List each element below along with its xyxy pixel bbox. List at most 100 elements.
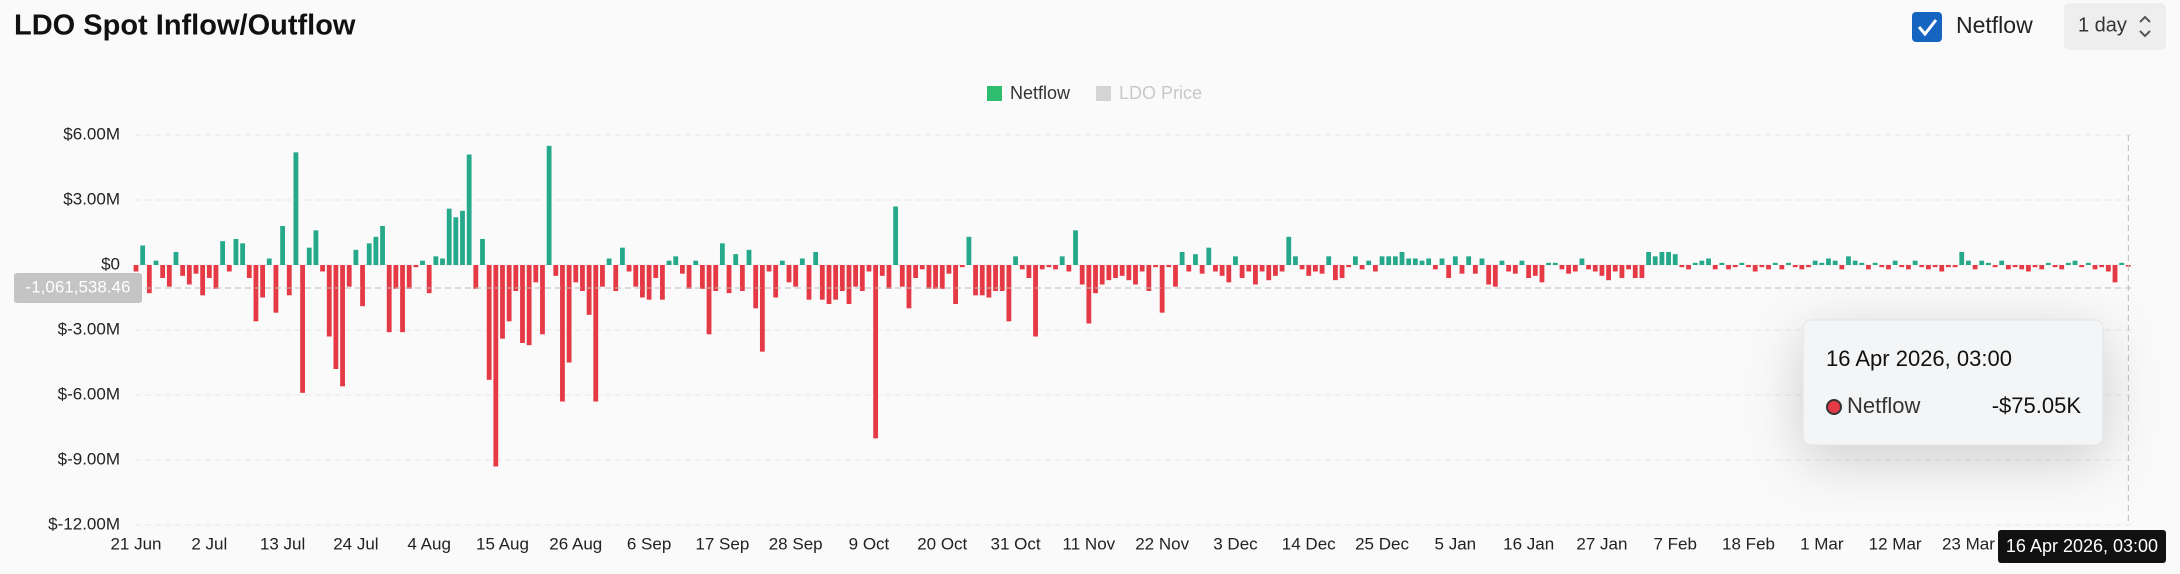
legend-swatch[interactable] xyxy=(1096,86,1112,101)
bar xyxy=(1406,258,1412,265)
bars xyxy=(133,145,2131,467)
bar xyxy=(1059,256,1065,265)
bar xyxy=(1446,265,1452,278)
bar xyxy=(426,265,432,294)
bar xyxy=(313,230,319,265)
bar xyxy=(1053,265,1058,270)
bar xyxy=(1592,265,1598,272)
bar xyxy=(733,254,739,265)
bar xyxy=(719,243,725,265)
bar xyxy=(553,265,559,276)
x-tick-label: 11 Nov xyxy=(1063,534,1116,553)
bar xyxy=(1039,265,1045,270)
bar xyxy=(913,265,919,278)
interval-dropdown[interactable]: 1 day xyxy=(2064,3,2166,50)
bar xyxy=(306,247,312,265)
bar xyxy=(406,265,412,289)
bar xyxy=(2092,265,2098,270)
bar xyxy=(500,265,505,339)
netflow-toggle[interactable]: Netflow xyxy=(1912,12,2033,42)
x-tick-label: 4 Aug xyxy=(407,534,451,553)
bar xyxy=(1293,256,1298,265)
bar xyxy=(233,239,239,265)
bar xyxy=(1812,260,1818,265)
legend-label[interactable]: LDO Price xyxy=(1119,83,1202,103)
dropdown-box[interactable] xyxy=(2064,3,2166,50)
x-tick-label: 27 Jan xyxy=(1576,534,1627,553)
bar xyxy=(580,265,585,291)
bar xyxy=(939,265,945,289)
bar xyxy=(1639,265,1645,278)
bar xyxy=(646,265,652,300)
bar xyxy=(1772,262,1778,265)
bar xyxy=(193,265,199,274)
bar xyxy=(273,265,279,313)
x-tick-label: 14 Dec xyxy=(1282,534,1336,553)
bar xyxy=(446,208,452,265)
bar xyxy=(1233,256,1238,265)
bar xyxy=(1646,252,1651,265)
legend-label[interactable]: Netflow xyxy=(1010,83,1071,103)
bar xyxy=(853,265,859,287)
bar xyxy=(1033,265,1038,337)
bar xyxy=(1133,265,1138,285)
bar xyxy=(1752,265,1758,272)
x-tick-label: 18 Feb xyxy=(1722,534,1775,553)
checkmark xyxy=(1917,19,1938,37)
bar xyxy=(513,265,519,291)
bar xyxy=(260,265,266,298)
bar xyxy=(1526,265,1532,278)
bar xyxy=(1286,236,1292,265)
bar xyxy=(1692,262,1698,265)
bar xyxy=(660,265,665,300)
bar xyxy=(153,260,159,265)
bar xyxy=(773,265,779,298)
bar xyxy=(146,265,152,294)
legend-swatch[interactable] xyxy=(987,86,1002,101)
bar xyxy=(226,265,232,272)
bar xyxy=(213,265,219,289)
x-tick-label: 12 Mar xyxy=(1869,534,1922,553)
axes: $-12.00M $-9.00M $-6.00M $-3.00M $0 $3.00M $6.… xyxy=(48,124,1995,553)
bar xyxy=(2072,260,2078,265)
checkbox[interactable] xyxy=(1912,12,1942,42)
bar xyxy=(1186,265,1192,272)
bar xyxy=(1106,265,1112,281)
bar xyxy=(280,226,285,265)
bar xyxy=(2112,265,2118,283)
bar xyxy=(600,265,605,287)
bar xyxy=(1319,265,1325,274)
bar xyxy=(460,210,465,265)
bar xyxy=(393,265,399,289)
bar xyxy=(1872,262,1878,265)
bar xyxy=(1519,260,1525,265)
bar xyxy=(1612,265,1618,272)
x-tick-label: 6 Sep xyxy=(627,534,671,553)
bar xyxy=(1173,265,1178,287)
bar xyxy=(799,258,805,265)
y-tick-label: $6.00M xyxy=(63,124,120,143)
bar xyxy=(1166,265,1172,268)
bar xyxy=(906,265,912,309)
bar xyxy=(1712,265,1718,270)
bar xyxy=(1939,265,1945,272)
bar xyxy=(2045,262,2051,265)
bar xyxy=(1193,254,1198,265)
bar xyxy=(620,247,625,265)
x-tick-label: 15 Aug xyxy=(476,534,529,553)
x-tick-label: 13 Jul xyxy=(260,534,305,553)
bar xyxy=(286,265,292,296)
bar xyxy=(1732,265,1738,268)
bar xyxy=(2005,265,2011,270)
bar xyxy=(1686,265,1691,270)
bar xyxy=(1426,258,1432,265)
bar xyxy=(253,265,259,322)
bar xyxy=(666,260,672,265)
bar xyxy=(1566,265,1572,274)
bar xyxy=(380,226,385,265)
bar xyxy=(1779,265,1785,270)
tooltip-box xyxy=(1802,319,2104,446)
bar xyxy=(320,265,325,272)
bar xyxy=(506,265,512,322)
bar xyxy=(1099,265,1105,285)
